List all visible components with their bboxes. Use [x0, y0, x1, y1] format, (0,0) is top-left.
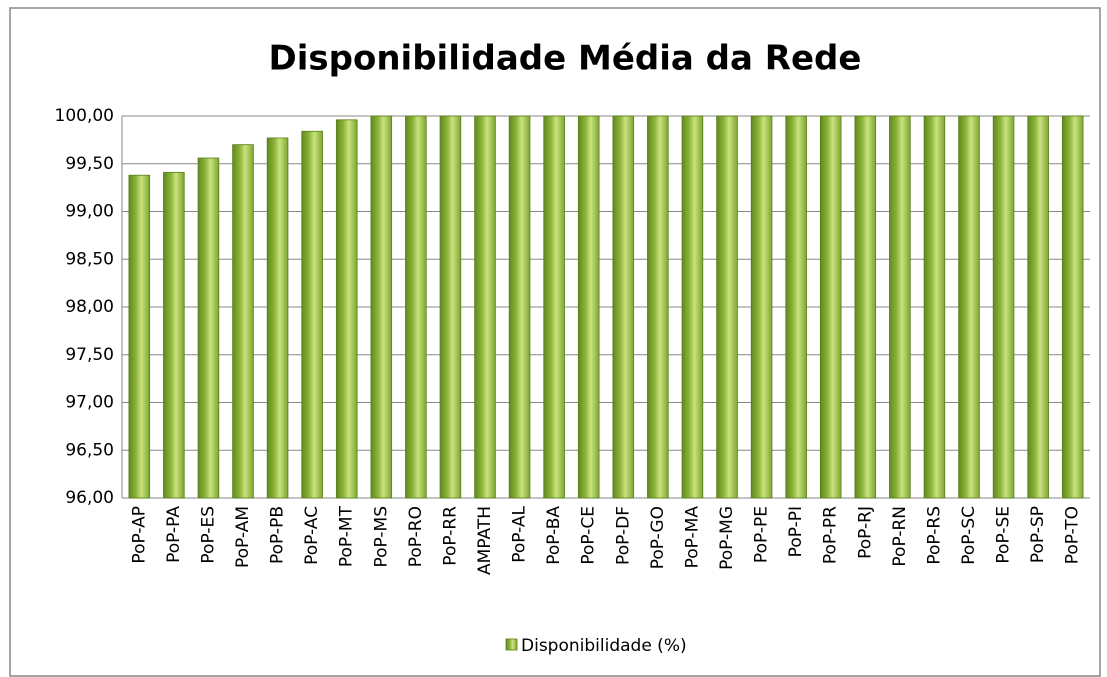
- bar: [681, 115, 704, 499]
- y-tick-label: 98,00: [65, 297, 114, 317]
- bar: [543, 115, 565, 499]
- bar: [508, 115, 531, 499]
- bar: [577, 115, 600, 499]
- x-tick-label: PoP-RN: [890, 506, 910, 567]
- x-tick-label: PoP-RR: [440, 506, 460, 566]
- bar: [647, 115, 669, 499]
- x-tick-label: PoP-AM: [233, 506, 253, 568]
- bar: [405, 115, 427, 499]
- legend-swatch: [505, 638, 518, 651]
- y-tick-label: 96,50: [65, 440, 114, 460]
- bar: [854, 115, 877, 499]
- y-tick-label: 97,50: [65, 345, 114, 365]
- x-tick-label: PoP-PB: [268, 506, 288, 564]
- y-tick-label: 99,00: [65, 202, 114, 222]
- bar: [1027, 115, 1049, 499]
- x-tick-label: PoP-BA: [544, 506, 564, 565]
- x-tick-label: PoP-AP: [129, 506, 149, 564]
- bar: [612, 115, 635, 499]
- y-tick-label: 100,00: [55, 106, 114, 126]
- x-tick-label: PoP-SC: [959, 506, 979, 565]
- x-tick-label: PoP-ES: [198, 506, 218, 564]
- x-tick-label: PoP-MT: [337, 505, 357, 567]
- x-tick-label: PoP-PI: [786, 506, 806, 557]
- legend-label: Disponibilidade (%): [521, 636, 687, 656]
- x-tick-label: PoP-RJ: [855, 506, 875, 559]
- bar: [819, 115, 842, 499]
- x-tick-label: PoP-RO: [406, 506, 426, 567]
- bar: [197, 157, 220, 499]
- bar: [1061, 115, 1084, 499]
- x-tick-label: PoP-MS: [371, 506, 391, 568]
- bar: [958, 115, 980, 499]
- bar: [163, 171, 185, 499]
- x-tick-label: PoP-PA: [164, 506, 184, 563]
- x-tick-label: PoP-GO: [648, 506, 668, 569]
- x-tick-label: PoP-MA: [682, 506, 702, 569]
- x-tick-label: PoP-SE: [994, 506, 1014, 564]
- x-tick-label: PoP-PR: [821, 506, 841, 564]
- bar: [266, 137, 289, 499]
- bar: [889, 115, 911, 499]
- x-tick-label: PoP-CE: [579, 506, 599, 565]
- bar: [128, 174, 151, 499]
- y-tick-label: 98,50: [65, 249, 114, 269]
- x-tick-label: PoP-PE: [752, 506, 772, 563]
- bar: [716, 115, 738, 499]
- bar: [335, 119, 358, 499]
- x-tick-label: PoP-AC: [302, 506, 322, 565]
- x-tick-label: PoP-MG: [717, 506, 737, 570]
- bar: [474, 115, 496, 499]
- y-tick-label: 96,00: [65, 488, 114, 508]
- bar: [750, 115, 773, 499]
- y-tick-label: 99,50: [65, 154, 114, 174]
- y-tick-label: 97,00: [65, 393, 114, 413]
- x-tick-label: PoP-AL: [510, 505, 530, 562]
- bar: [923, 115, 946, 499]
- bar: [439, 115, 462, 499]
- x-tick-label: PoP-TO: [1063, 506, 1083, 564]
- bar: [992, 115, 1015, 499]
- x-tick-label: PoP-RS: [924, 506, 944, 565]
- chart-title: Disponibilidade Média da Rede: [269, 39, 862, 79]
- bar: [301, 130, 323, 499]
- x-tick-label: PoP-SP: [1028, 506, 1048, 563]
- x-tick-label: AMPATH: [475, 506, 495, 575]
- x-tick-label: PoP-DF: [613, 506, 633, 565]
- bar: [785, 115, 807, 499]
- bar: [232, 144, 254, 499]
- bar: [370, 115, 393, 499]
